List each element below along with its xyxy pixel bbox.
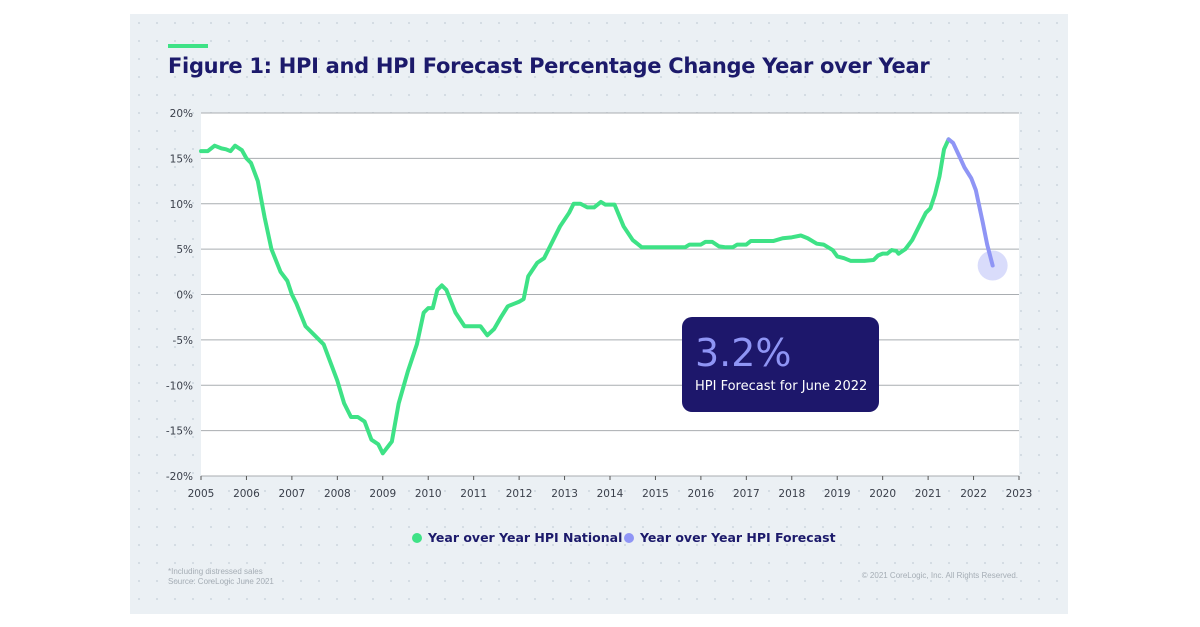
- callout-value: 3.2%: [695, 331, 792, 375]
- title-accent-bar: [168, 44, 208, 48]
- national-series-line: [199, 137, 951, 456]
- x-tick-label: 2018: [778, 488, 805, 500]
- y-tick-label: -15%: [166, 426, 193, 438]
- legend-label: Year over Year HPI National: [428, 530, 623, 545]
- forecast-callout: 3.2% HPI Forecast for June 2022: [682, 317, 879, 412]
- legend-label: Year over Year HPI Forecast: [640, 530, 836, 545]
- legend-swatch-national: [412, 532, 422, 543]
- footnote-note: *Including distressed sales: [168, 567, 263, 576]
- x-tick-label: 2009: [369, 488, 396, 500]
- x-tick-label: 2011: [460, 488, 487, 500]
- copyright: © 2021 CoreLogic, Inc. All Rights Reserv…: [861, 571, 1018, 580]
- x-tick-label: 2010: [415, 488, 442, 500]
- y-tick-label: 20%: [170, 108, 193, 120]
- x-tick-label: 2021: [915, 488, 942, 500]
- footnote: *Including distressed sales Source: Core…: [168, 567, 274, 587]
- x-tick-label: 2020: [869, 488, 896, 500]
- y-tick-label: -5%: [173, 335, 193, 347]
- legend-swatch-forecast: [624, 532, 634, 543]
- y-tick-label: -10%: [166, 380, 193, 392]
- chart-title: Figure 1: HPI and HPI Forecast Percentag…: [168, 54, 930, 78]
- x-tick-label: 2022: [960, 488, 987, 500]
- y-tick-label: 15%: [170, 153, 193, 165]
- x-tick-label: 2023: [1006, 488, 1033, 500]
- footnote-source: Source: CoreLogic June 2021: [168, 577, 274, 586]
- legend-item-national: Year over Year HPI National: [412, 530, 622, 545]
- x-tick-label: 2019: [824, 488, 851, 500]
- x-tick-label: 2017: [733, 488, 760, 500]
- y-tick-label: -20%: [166, 471, 193, 483]
- legend-item-forecast: Year over Year HPI Forecast: [624, 530, 836, 545]
- x-tick-label: 2008: [324, 488, 351, 500]
- x-tick-label: 2013: [551, 488, 578, 500]
- x-tick-label: 2015: [642, 488, 669, 500]
- x-tick-label: 2006: [233, 488, 260, 500]
- y-tick-label: 0%: [176, 290, 193, 302]
- x-tick-label: 2014: [597, 488, 624, 500]
- x-tick-label: 2005: [188, 488, 215, 500]
- callout-label: HPI Forecast for June 2022: [695, 379, 868, 394]
- x-tick-label: 2016: [688, 488, 715, 500]
- forecast-series-line: [946, 137, 995, 268]
- x-tick-label: 2012: [506, 488, 533, 500]
- y-tick-label: 5%: [176, 244, 193, 256]
- y-tick-label: 10%: [170, 199, 193, 211]
- x-tick-label: 2007: [279, 488, 306, 500]
